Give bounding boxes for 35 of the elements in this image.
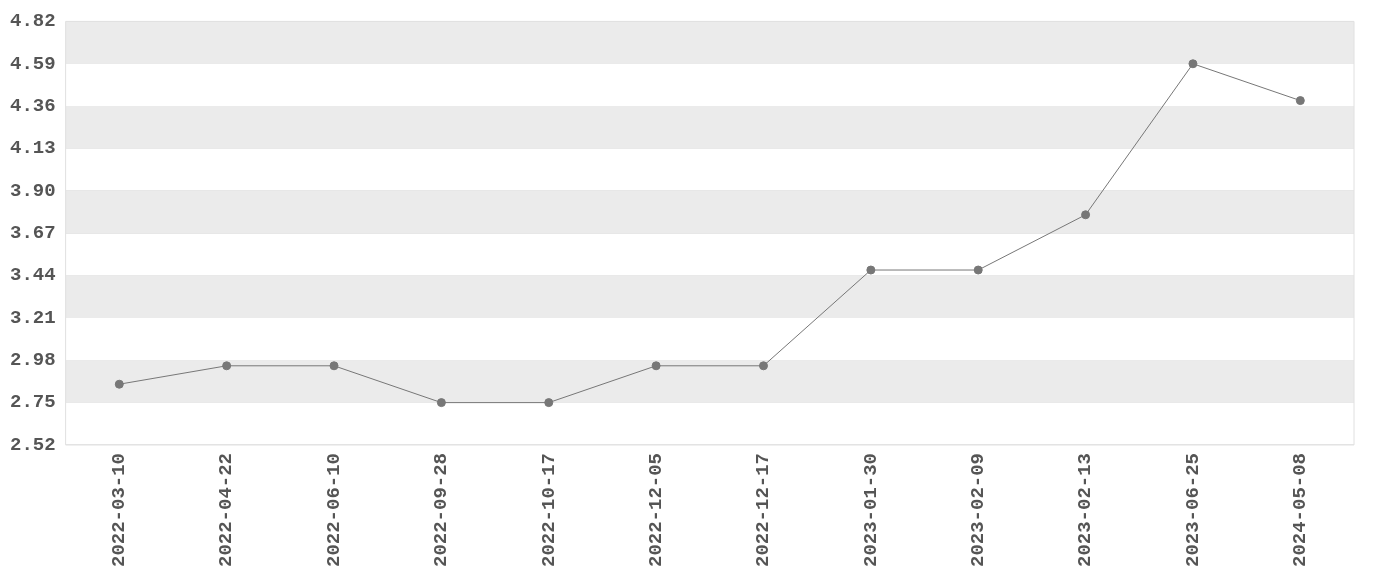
point [329, 361, 339, 371]
point [114, 379, 124, 389]
x-tick-label: 2022-10-17 [537, 452, 560, 568]
x-tick-label: 2023-01-30 [859, 452, 882, 568]
point [651, 361, 661, 371]
y-tick-label: 4.59 [10, 52, 56, 75]
point [222, 361, 232, 371]
x-tick-label: 2022-03-10 [108, 452, 131, 568]
point [1188, 59, 1198, 69]
point [758, 361, 768, 371]
x-tick-label: 2022-12-17 [752, 452, 775, 568]
x-tick-label: 2022-09-28 [430, 452, 453, 568]
x-tick-label: 2022-12-05 [644, 452, 667, 568]
y-tick-label: 2.75 [10, 391, 56, 414]
x-tick-label: 2024-05-08 [1289, 452, 1312, 568]
point [544, 398, 554, 408]
point [866, 265, 876, 275]
x-tick-label: 2023-02-13 [1074, 452, 1097, 568]
y-tick-label: 3.90 [10, 179, 56, 202]
y-tick-label: 3.44 [10, 264, 56, 287]
y-tick-label: 4.13 [10, 137, 56, 160]
y-tick-label: 3.21 [10, 306, 56, 329]
point [436, 398, 446, 408]
x-tick-label: 2022-04-22 [215, 452, 238, 568]
x-tick-label: 2023-06-25 [1181, 452, 1204, 568]
y-tick-label: 3.67 [10, 221, 56, 244]
x-tick-label: 2023-02-09 [967, 452, 989, 568]
x-tick-label: 2022-06-10 [322, 452, 345, 568]
y-tick-label: 2.98 [10, 349, 56, 372]
y-tick-label: 4.36 [10, 94, 56, 117]
point [1295, 96, 1305, 106]
point [1081, 210, 1091, 220]
point [973, 265, 983, 275]
y-tick-label: 2.52 [10, 433, 56, 456]
y-tick-label: 4.82 [10, 10, 56, 33]
